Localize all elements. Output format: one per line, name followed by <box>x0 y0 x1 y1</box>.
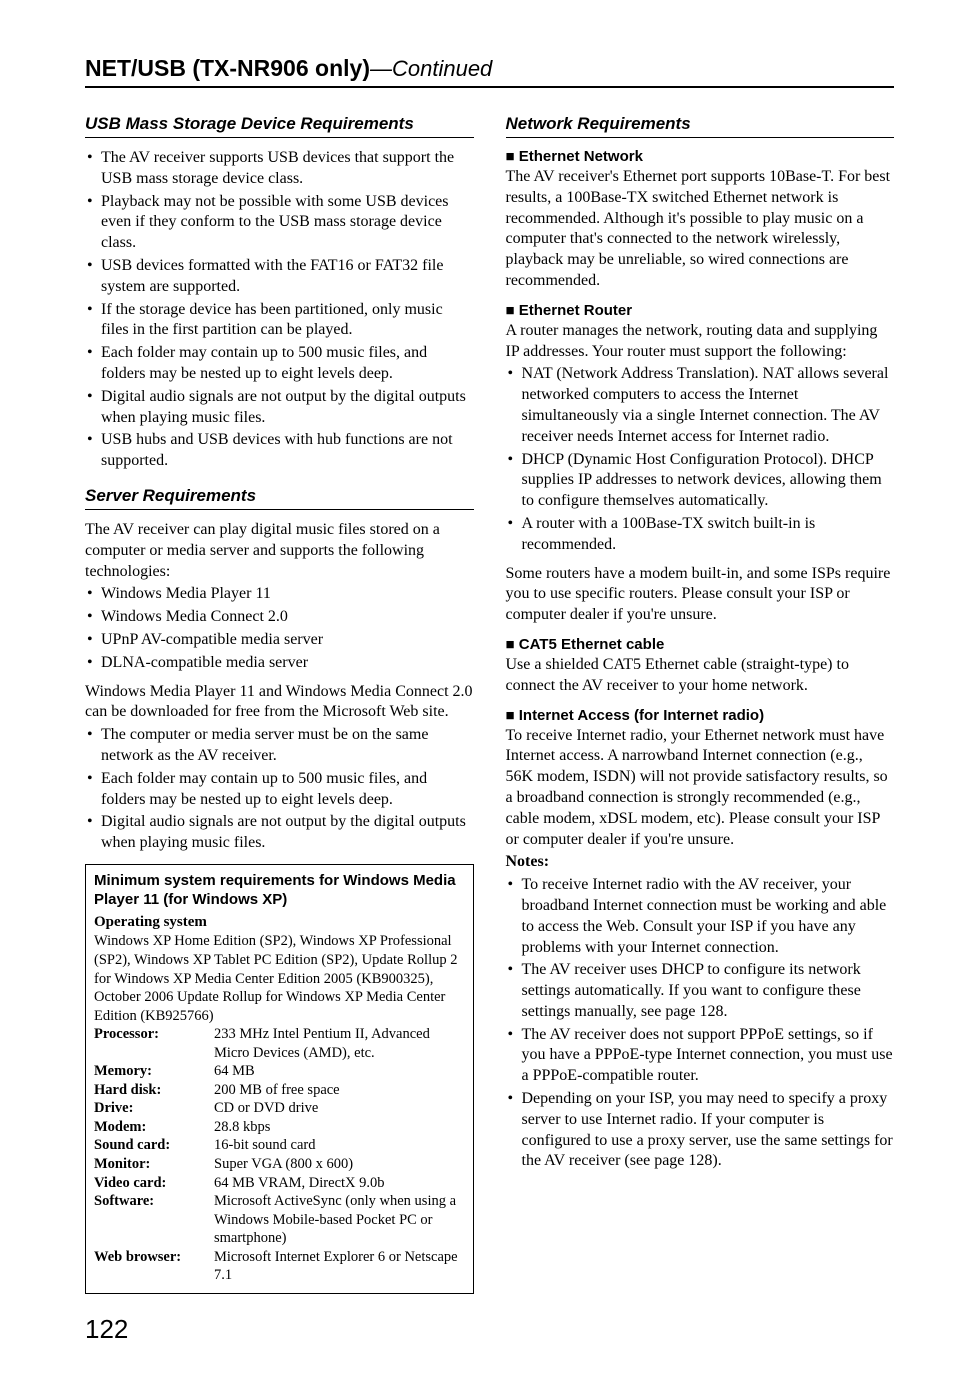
notes-bullet-list: To receive Internet radio with the AV re… <box>506 875 895 1172</box>
server-requirements-heading: Server Requirements <box>85 486 474 510</box>
router-after-text: Some routers have a modem built-in, and … <box>506 564 895 626</box>
list-item: To receive Internet radio with the AV re… <box>506 875 895 958</box>
internet-access-heading: ■ Internet Access (for Internet radio) <box>506 707 895 724</box>
spec-label: Web browser: <box>94 1248 214 1285</box>
square-bullet-icon: ■ <box>506 636 519 653</box>
spec-label: Modem: <box>94 1118 214 1137</box>
server-after-tech-text: Windows Media Player 11 and Windows Medi… <box>85 682 474 724</box>
sub-heading-text: Internet Access (for Internet radio) <box>519 707 764 724</box>
list-item: A router with a 100Base-TX switch built-… <box>506 514 895 556</box>
spec-value: 64 MB VRAM, DirectX 9.0b <box>214 1174 465 1193</box>
list-item: Digital audio signals are not output by … <box>85 387 474 429</box>
cat5-heading: ■ CAT5 Ethernet cable <box>506 636 895 653</box>
list-item: Each folder may contain up to 500 music … <box>85 769 474 811</box>
spec-row: Monitor:Super VGA (800 x 600) <box>94 1155 465 1174</box>
spec-label: Hard disk: <box>94 1081 214 1100</box>
usb-requirements-heading: USB Mass Storage Device Requirements <box>85 114 474 138</box>
spec-value: 233 MHz Intel Pentium II, Advanced Micro… <box>214 1025 465 1062</box>
page: NET/USB (TX-NR906 only)—Continued USB Ma… <box>0 0 954 1385</box>
list-item: DLNA-compatible media server <box>85 653 474 674</box>
spec-value: 200 MB of free space <box>214 1081 465 1100</box>
spec-row: Hard disk:200 MB of free space <box>94 1081 465 1100</box>
list-item: The computer or media server must be on … <box>85 725 474 767</box>
spec-row: Modem:28.8 kbps <box>94 1118 465 1137</box>
spec-row: Sound card:16-bit sound card <box>94 1136 465 1155</box>
list-item: The AV receiver does not support PPPoE s… <box>506 1025 895 1087</box>
list-item: If the storage device has been partition… <box>85 300 474 342</box>
box-title: Minimum system requirements for Windows … <box>94 871 465 909</box>
list-item: The AV receiver supports USB devices tha… <box>85 148 474 190</box>
list-item: Depending on your ISP, you may need to s… <box>506 1089 895 1172</box>
os-label: Operating system <box>94 913 465 932</box>
chapter-title-continued: —Continued <box>370 56 492 81</box>
internet-access-text: To receive Internet radio, your Ethernet… <box>506 726 895 851</box>
page-number: 122 <box>85 1314 894 1345</box>
spec-row: Web browser:Microsoft Internet Explorer … <box>94 1248 465 1285</box>
spec-value: 28.8 kbps <box>214 1118 465 1137</box>
cat5-text: Use a shielded CAT5 Ethernet cable (stra… <box>506 655 895 697</box>
list-item: Windows Media Connect 2.0 <box>85 607 474 628</box>
spec-value: 16-bit sound card <box>214 1136 465 1155</box>
list-item: NAT (Network Address Translation). NAT a… <box>506 364 895 447</box>
spec-value: CD or DVD drive <box>214 1099 465 1118</box>
spec-row: Video card:64 MB VRAM, DirectX 9.0b <box>94 1174 465 1193</box>
spec-value: 64 MB <box>214 1062 465 1081</box>
left-column: USB Mass Storage Device Requirements The… <box>85 112 474 1294</box>
right-column: Network Requirements ■ Ethernet Network … <box>506 112 895 1294</box>
spec-label: Software: <box>94 1192 214 1248</box>
ethernet-router-heading: ■ Ethernet Router <box>506 302 895 319</box>
list-item: DHCP (Dynamic Host Configuration Protoco… <box>506 450 895 512</box>
list-item: Digital audio signals are not output by … <box>85 812 474 854</box>
spec-label: Processor: <box>94 1025 214 1062</box>
chapter-title: NET/USB (TX-NR906 only)—Continued <box>85 55 894 88</box>
ethernet-router-intro: A router manages the network, routing da… <box>506 321 895 363</box>
list-item: The AV receiver uses DHCP to configure i… <box>506 960 895 1022</box>
usb-bullet-list: The AV receiver supports USB devices tha… <box>85 148 474 472</box>
content-columns: USB Mass Storage Device Requirements The… <box>85 112 894 1294</box>
spec-label: Drive: <box>94 1099 214 1118</box>
spec-row: Processor:233 MHz Intel Pentium II, Adva… <box>94 1025 465 1062</box>
spec-label: Sound card: <box>94 1136 214 1155</box>
server-intro-text: The AV receiver can play digital music f… <box>85 520 474 582</box>
spec-row: Software:Microsoft ActiveSync (only when… <box>94 1192 465 1248</box>
square-bullet-icon: ■ <box>506 302 519 319</box>
spec-value: Microsoft Internet Explorer 6 or Netscap… <box>214 1248 465 1285</box>
sub-heading-text: Ethernet Network <box>519 148 643 165</box>
chapter-title-main: NET/USB (TX-NR906 only) <box>85 55 370 81</box>
spec-value: Microsoft ActiveSync (only when using a … <box>214 1192 465 1248</box>
list-item: Playback may not be possible with some U… <box>85 192 474 254</box>
square-bullet-icon: ■ <box>506 707 519 724</box>
os-text: Windows XP Home Edition (SP2), Windows X… <box>94 932 465 1025</box>
square-bullet-icon: ■ <box>506 148 519 165</box>
spec-label: Monitor: <box>94 1155 214 1174</box>
spec-label: Memory: <box>94 1062 214 1081</box>
server-req-list: The computer or media server must be on … <box>85 725 474 854</box>
list-item: Windows Media Player 11 <box>85 584 474 605</box>
spec-label: Video card: <box>94 1174 214 1193</box>
sub-heading-text: CAT5 Ethernet cable <box>519 636 665 653</box>
sub-heading-text: Ethernet Router <box>519 302 632 319</box>
spec-row: Memory:64 MB <box>94 1062 465 1081</box>
spec-table: Processor:233 MHz Intel Pentium II, Adva… <box>94 1025 465 1285</box>
list-item: Each folder may contain up to 500 music … <box>85 343 474 385</box>
list-item: USB hubs and USB devices with hub functi… <box>85 430 474 472</box>
network-requirements-heading: Network Requirements <box>506 114 895 138</box>
ethernet-network-heading: ■ Ethernet Network <box>506 148 895 165</box>
notes-label: Notes: <box>506 852 895 873</box>
ethernet-network-text: The AV receiver's Ethernet port supports… <box>506 167 895 292</box>
spec-row: Drive:CD or DVD drive <box>94 1099 465 1118</box>
server-tech-list: Windows Media Player 11 Windows Media Co… <box>85 584 474 673</box>
spec-value: Super VGA (800 x 600) <box>214 1155 465 1174</box>
list-item: USB devices formatted with the FAT16 or … <box>85 256 474 298</box>
list-item: UPnP AV-compatible media server <box>85 630 474 651</box>
min-requirements-box: Minimum system requirements for Windows … <box>85 864 474 1294</box>
router-bullet-list: NAT (Network Address Translation). NAT a… <box>506 364 895 555</box>
